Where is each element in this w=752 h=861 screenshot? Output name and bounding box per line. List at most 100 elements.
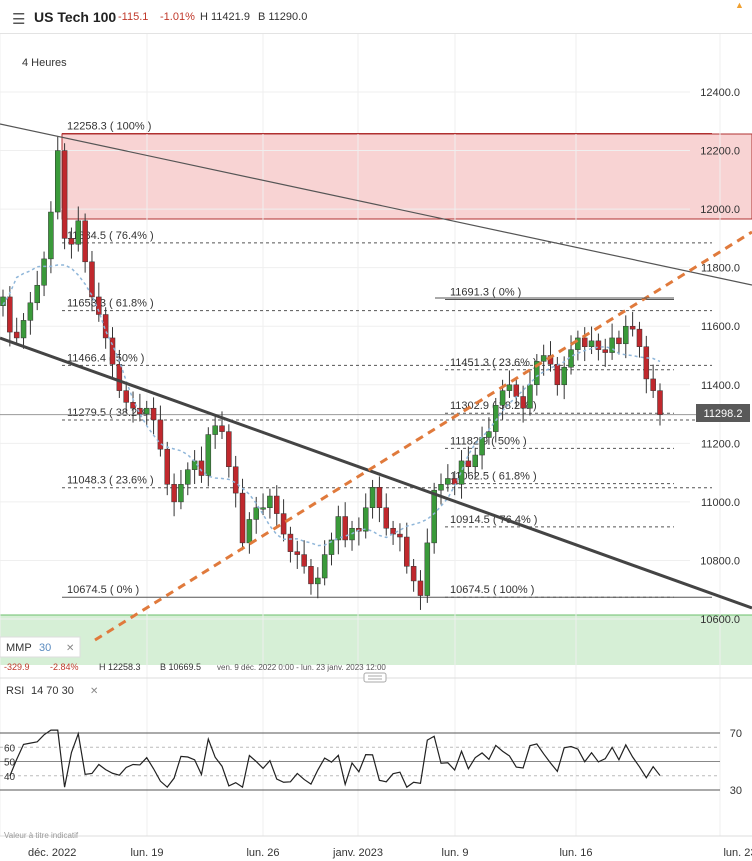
candle: [178, 484, 184, 503]
candle: [527, 384, 533, 409]
candle: [362, 507, 369, 532]
candle: [328, 539, 335, 555]
candle: [164, 448, 170, 485]
candle: [315, 577, 321, 585]
x-tick-label: lun. 19: [130, 847, 163, 859]
menu-icon[interactable]: ☰: [12, 11, 26, 28]
candle: [274, 495, 280, 514]
candle: [116, 364, 123, 391]
candle: [137, 407, 143, 415]
candle: [616, 337, 622, 345]
mmp-legend-box: [0, 636, 81, 658]
green-demand-zone: [0, 615, 752, 665]
fib-right-label: 11182.9 ( 50% ): [450, 435, 527, 447]
candle: [458, 460, 465, 485]
candle: [595, 340, 602, 350]
session-high: H 11421.9: [200, 11, 250, 23]
y-tick-label: 10800.0: [700, 555, 740, 567]
candle: [451, 478, 458, 485]
pane-resize-handle: [363, 672, 387, 683]
collapse-arrow-icon[interactable]: ▲: [735, 0, 744, 10]
rsi-tick-label: 30: [730, 785, 742, 797]
mmp-period: 30: [39, 642, 51, 654]
fib-right-label: 11451.3 ( 23.6% ): [450, 357, 537, 369]
fib-left-label: 11884.5 ( 76.4% ): [67, 230, 154, 242]
y-tick-label: 11200.0: [701, 438, 740, 450]
y-tick-label: 11600.0: [701, 321, 740, 333]
x-tick-label: déc. 2022: [28, 847, 76, 859]
candle: [342, 516, 348, 541]
candle: [424, 542, 431, 596]
fibonacci-levels: 12258.3 ( 100% ) 11884.5 ( 76.4% ) 11653.3…: [0, 120, 712, 598]
fib-right-label: 10674.5 ( 100% ): [450, 584, 534, 596]
y-tick-label: 11400.0: [701, 380, 740, 392]
rsi-pane: 70 30 60 50 40: [0, 728, 742, 797]
candle: [157, 419, 164, 450]
disclaimer: Valeur à titre indicatif: [4, 831, 79, 840]
candle: [383, 507, 389, 529]
candle: [239, 492, 246, 544]
mmp-line: [2, 264, 661, 547]
candle: [246, 519, 253, 544]
candle: [123, 390, 129, 403]
y-tick-label: 12200.0: [700, 146, 740, 158]
candle: [417, 580, 424, 596]
timeframe-label[interactable]: 4 Heures: [22, 57, 67, 69]
candle: [404, 536, 410, 567]
candle: [89, 261, 95, 298]
candle: [287, 533, 294, 552]
candle: [465, 460, 472, 468]
fib-left-label: 11466.4 ( 50% ): [67, 352, 144, 364]
candle: [650, 378, 656, 391]
candle: [55, 150, 61, 213]
y-axis: 12400.0 12200.0 12000.0 11800.0 11600.0 11400…: [700, 87, 740, 626]
candle: [479, 437, 485, 456]
candle: [171, 484, 177, 503]
rsi-line: [9, 729, 661, 789]
rsi-label: RSI: [6, 685, 24, 697]
candle: [534, 361, 540, 386]
candle: [520, 396, 526, 409]
rsi-tick-label: 40: [4, 772, 16, 783]
candle: [280, 513, 287, 535]
candle: [513, 384, 520, 397]
candle: [335, 516, 342, 541]
candle: [554, 364, 561, 386]
candle: [369, 487, 376, 508]
candle: [499, 390, 506, 406]
candle: [68, 238, 75, 245]
candle: [636, 328, 643, 347]
orange-channel-line: [94, 230, 752, 642]
candle: [438, 484, 444, 491]
y-tick-label: 11800.0: [701, 263, 740, 275]
mmp-label: MMP: [6, 642, 32, 654]
fib-right-label: 11691.3 ( 0% ): [450, 286, 521, 298]
mmp-close-icon: ✕: [66, 643, 74, 654]
candle: [397, 533, 403, 538]
x-tick-label: lun. 16: [559, 847, 592, 859]
grid: [0, 34, 721, 836]
fib-right-label: 11062.5 ( 61.8% ): [450, 471, 537, 483]
candle: [445, 478, 451, 485]
thick-trendline: [0, 336, 752, 610]
instrument-title[interactable]: US Tech 100: [34, 9, 117, 25]
rsi-params: 14 70 30: [31, 685, 74, 697]
red-supply-zone: [61, 133, 752, 220]
rsi-tick-label: 50: [4, 758, 16, 769]
long-trendline: [0, 123, 752, 286]
range-change-pct: -2.84%: [50, 662, 79, 672]
candle: [581, 337, 588, 347]
overlays: [0, 123, 752, 642]
candle: [185, 469, 191, 485]
candle: [390, 527, 396, 535]
rsi-tick-label: 60: [4, 743, 16, 754]
candle: [212, 425, 218, 435]
candle: [308, 566, 314, 585]
candle: [506, 384, 513, 391]
candle: [575, 337, 581, 350]
candle: [150, 407, 157, 421]
candle: [34, 284, 40, 304]
candle: [410, 566, 417, 582]
candle: [27, 302, 34, 321]
